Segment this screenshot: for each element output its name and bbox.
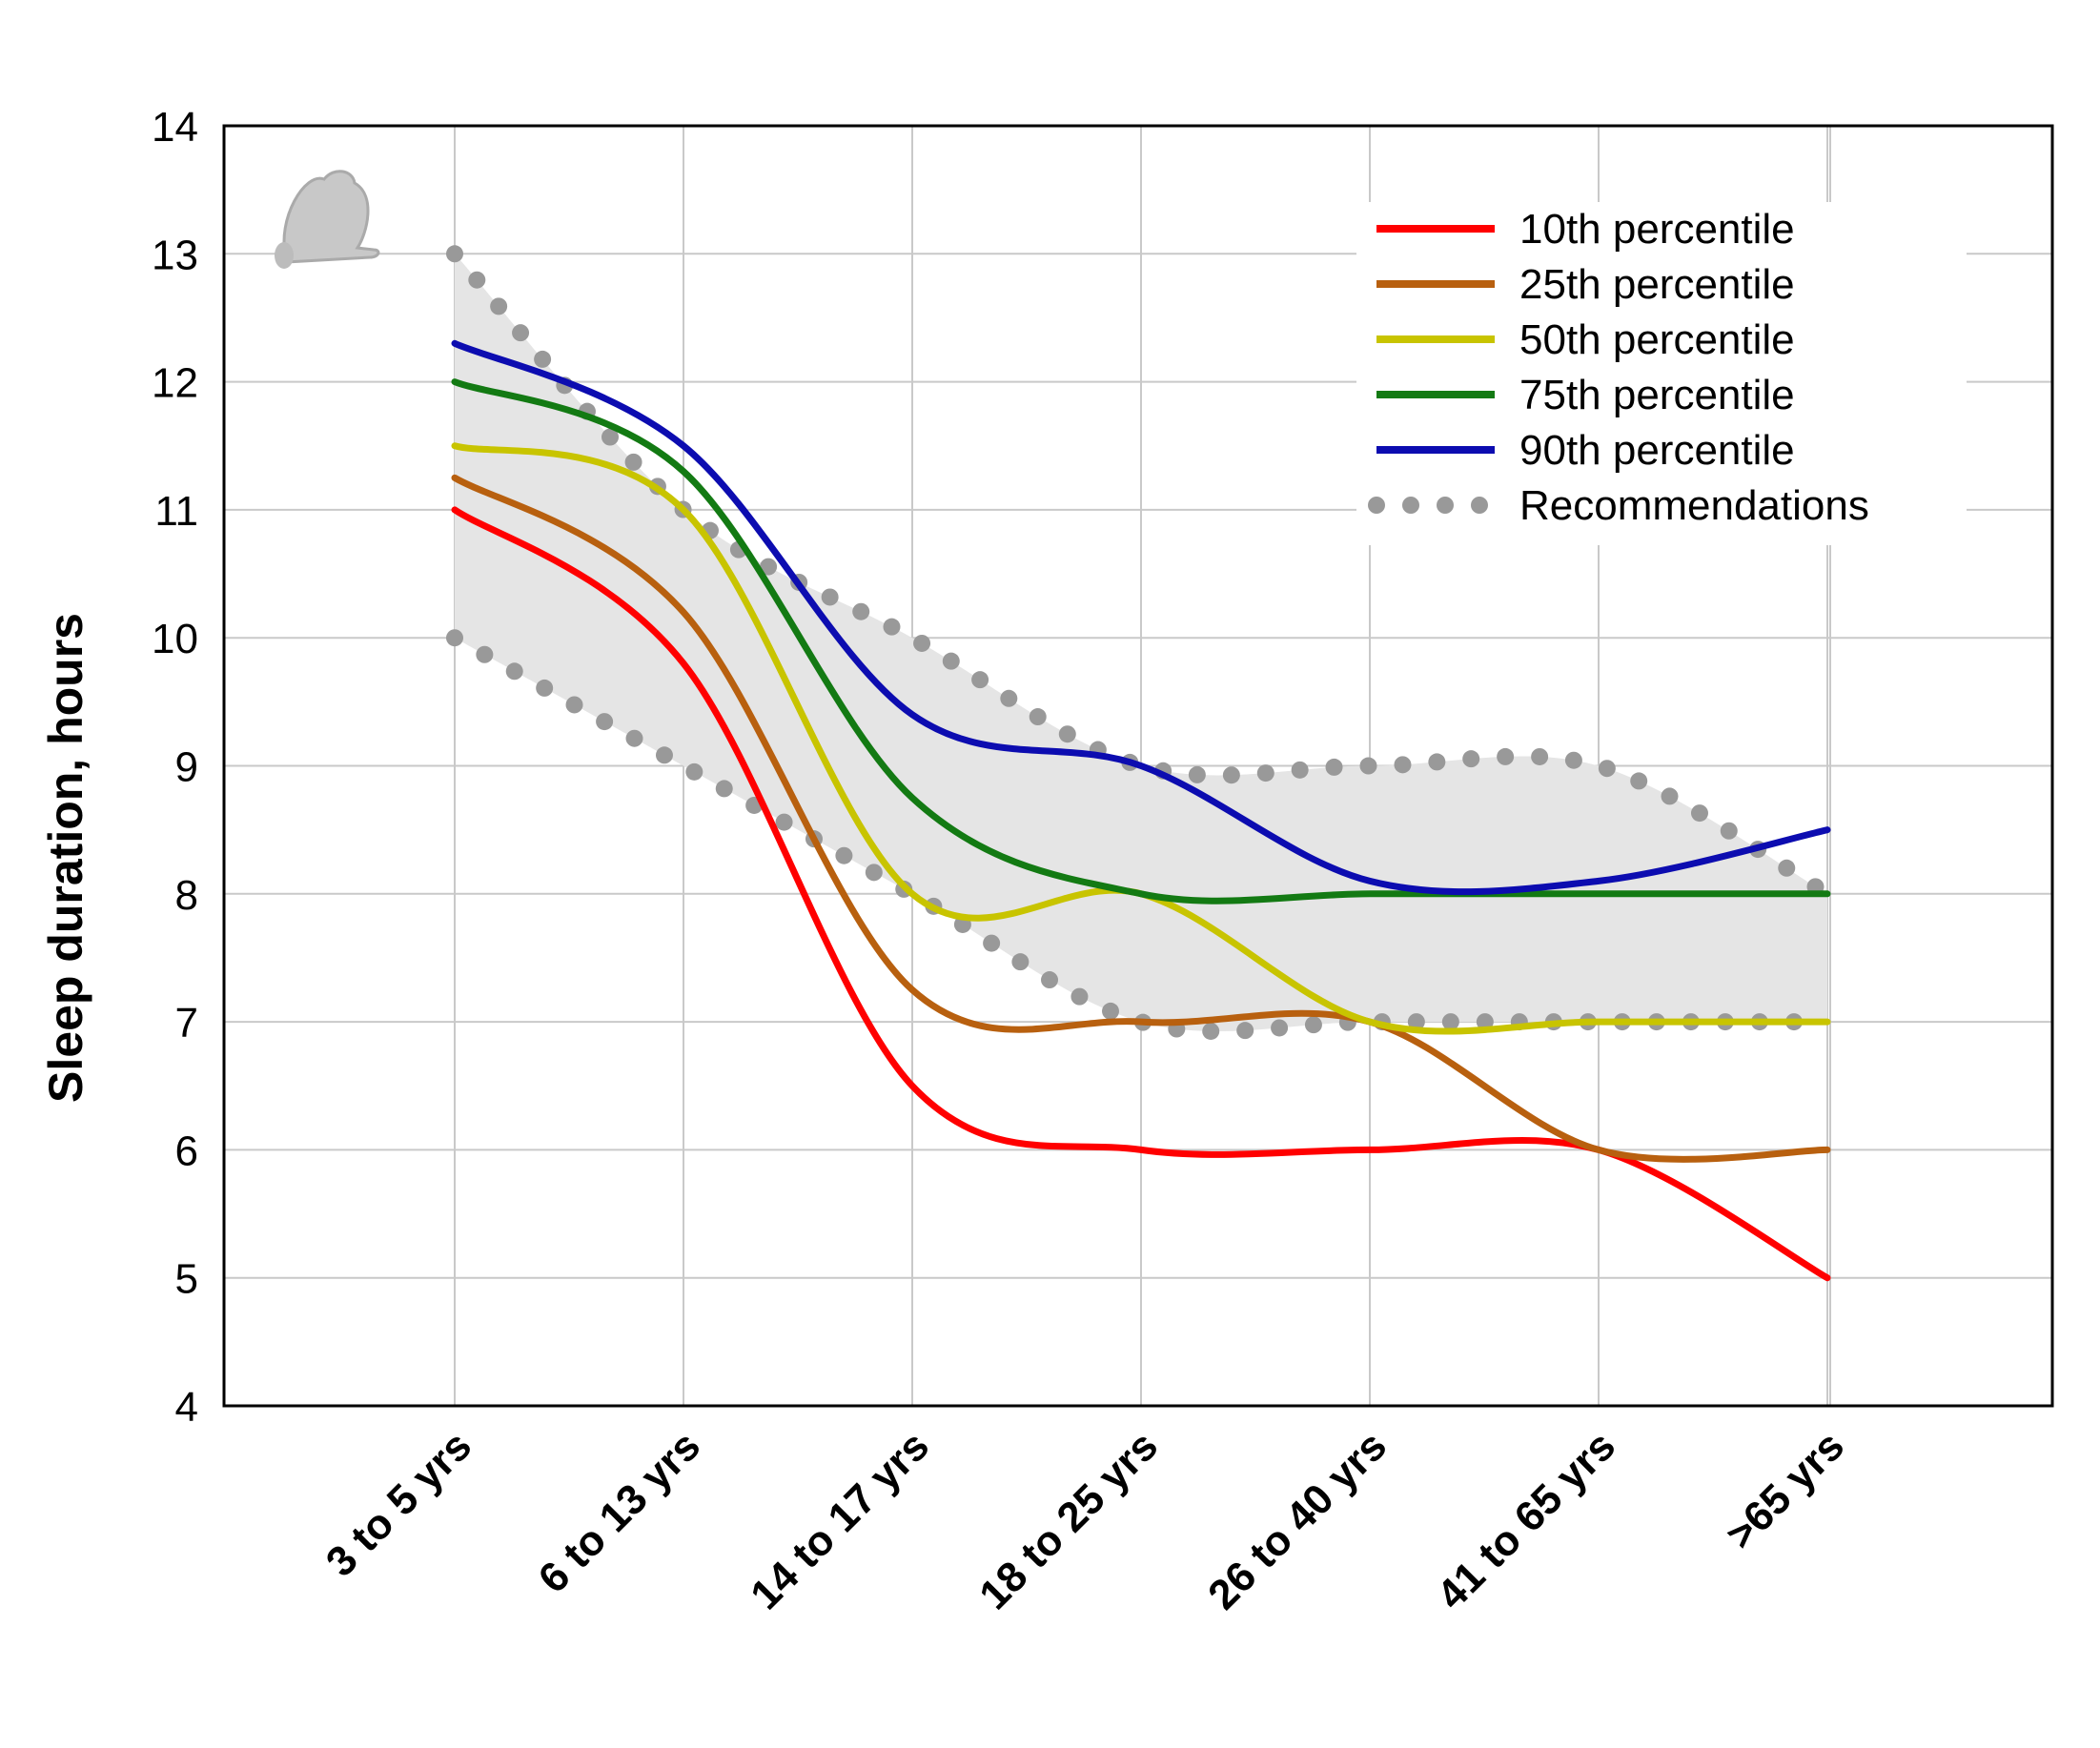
y-tick-label: 13: [152, 232, 198, 278]
legend-label: Recommendations: [1519, 482, 1869, 529]
x-tick-label: 18 to 25 yrs: [970, 1422, 1167, 1618]
y-tick-label: 11: [154, 488, 198, 535]
recommendation-band-area: [455, 254, 1827, 1032]
y-tick-label: 4: [175, 1384, 198, 1431]
x-tick-label: 6 to 13 yrs: [529, 1422, 709, 1602]
series-line-75th: [451, 378, 1831, 904]
series-line-50th: [451, 442, 1831, 1035]
series-lines: [451, 339, 1831, 1282]
y-tick-label: 5: [175, 1256, 198, 1303]
legend-label: 10th percentile: [1519, 206, 1795, 253]
legend-label: 90th percentile: [1519, 427, 1795, 474]
x-tick-label: 3 to 5 yrs: [317, 1422, 480, 1585]
x-tick-label: 41 to 65 yrs: [1428, 1422, 1624, 1618]
y-tick-label: 6: [175, 1128, 198, 1174]
y-tick-label: 10: [152, 616, 198, 662]
recommendation-band: [455, 254, 1827, 1032]
y-tick-label: 7: [175, 1000, 198, 1047]
x-tick-label: 14 to 17 yrs: [742, 1422, 938, 1618]
y-tick-labels: 4 5 6 7 8 9 10 11 12 13 14: [152, 104, 198, 1431]
y-tick-label: 9: [175, 744, 198, 791]
y-axis-label: Sleep duration, hours: [39, 613, 92, 1103]
series-line-90th: [451, 339, 1831, 896]
legend-label: 50th percentile: [1519, 316, 1795, 363]
legend-label: 25th percentile: [1519, 261, 1795, 308]
x-tick-label: 26 to 40 yrs: [1199, 1422, 1396, 1618]
y-tick-label: 14: [152, 104, 198, 151]
y-tick-label: 12: [152, 360, 198, 407]
series-line-25th: [451, 474, 1831, 1163]
x-tick-labels: 3 to 5 yrs 6 to 13 yrs 14 to 17 yrs 18 to 2…: [317, 1422, 1853, 1618]
x-tick-label: >65 yrs: [1717, 1422, 1853, 1558]
plot-frame: [222, 124, 2054, 1408]
sleep-icon: [275, 170, 380, 269]
legend-label: 75th percentile: [1519, 372, 1795, 418]
y-tick-label: 8: [175, 872, 198, 919]
legend: 10th percentile 25th percentile 50th perce…: [1356, 202, 1967, 545]
